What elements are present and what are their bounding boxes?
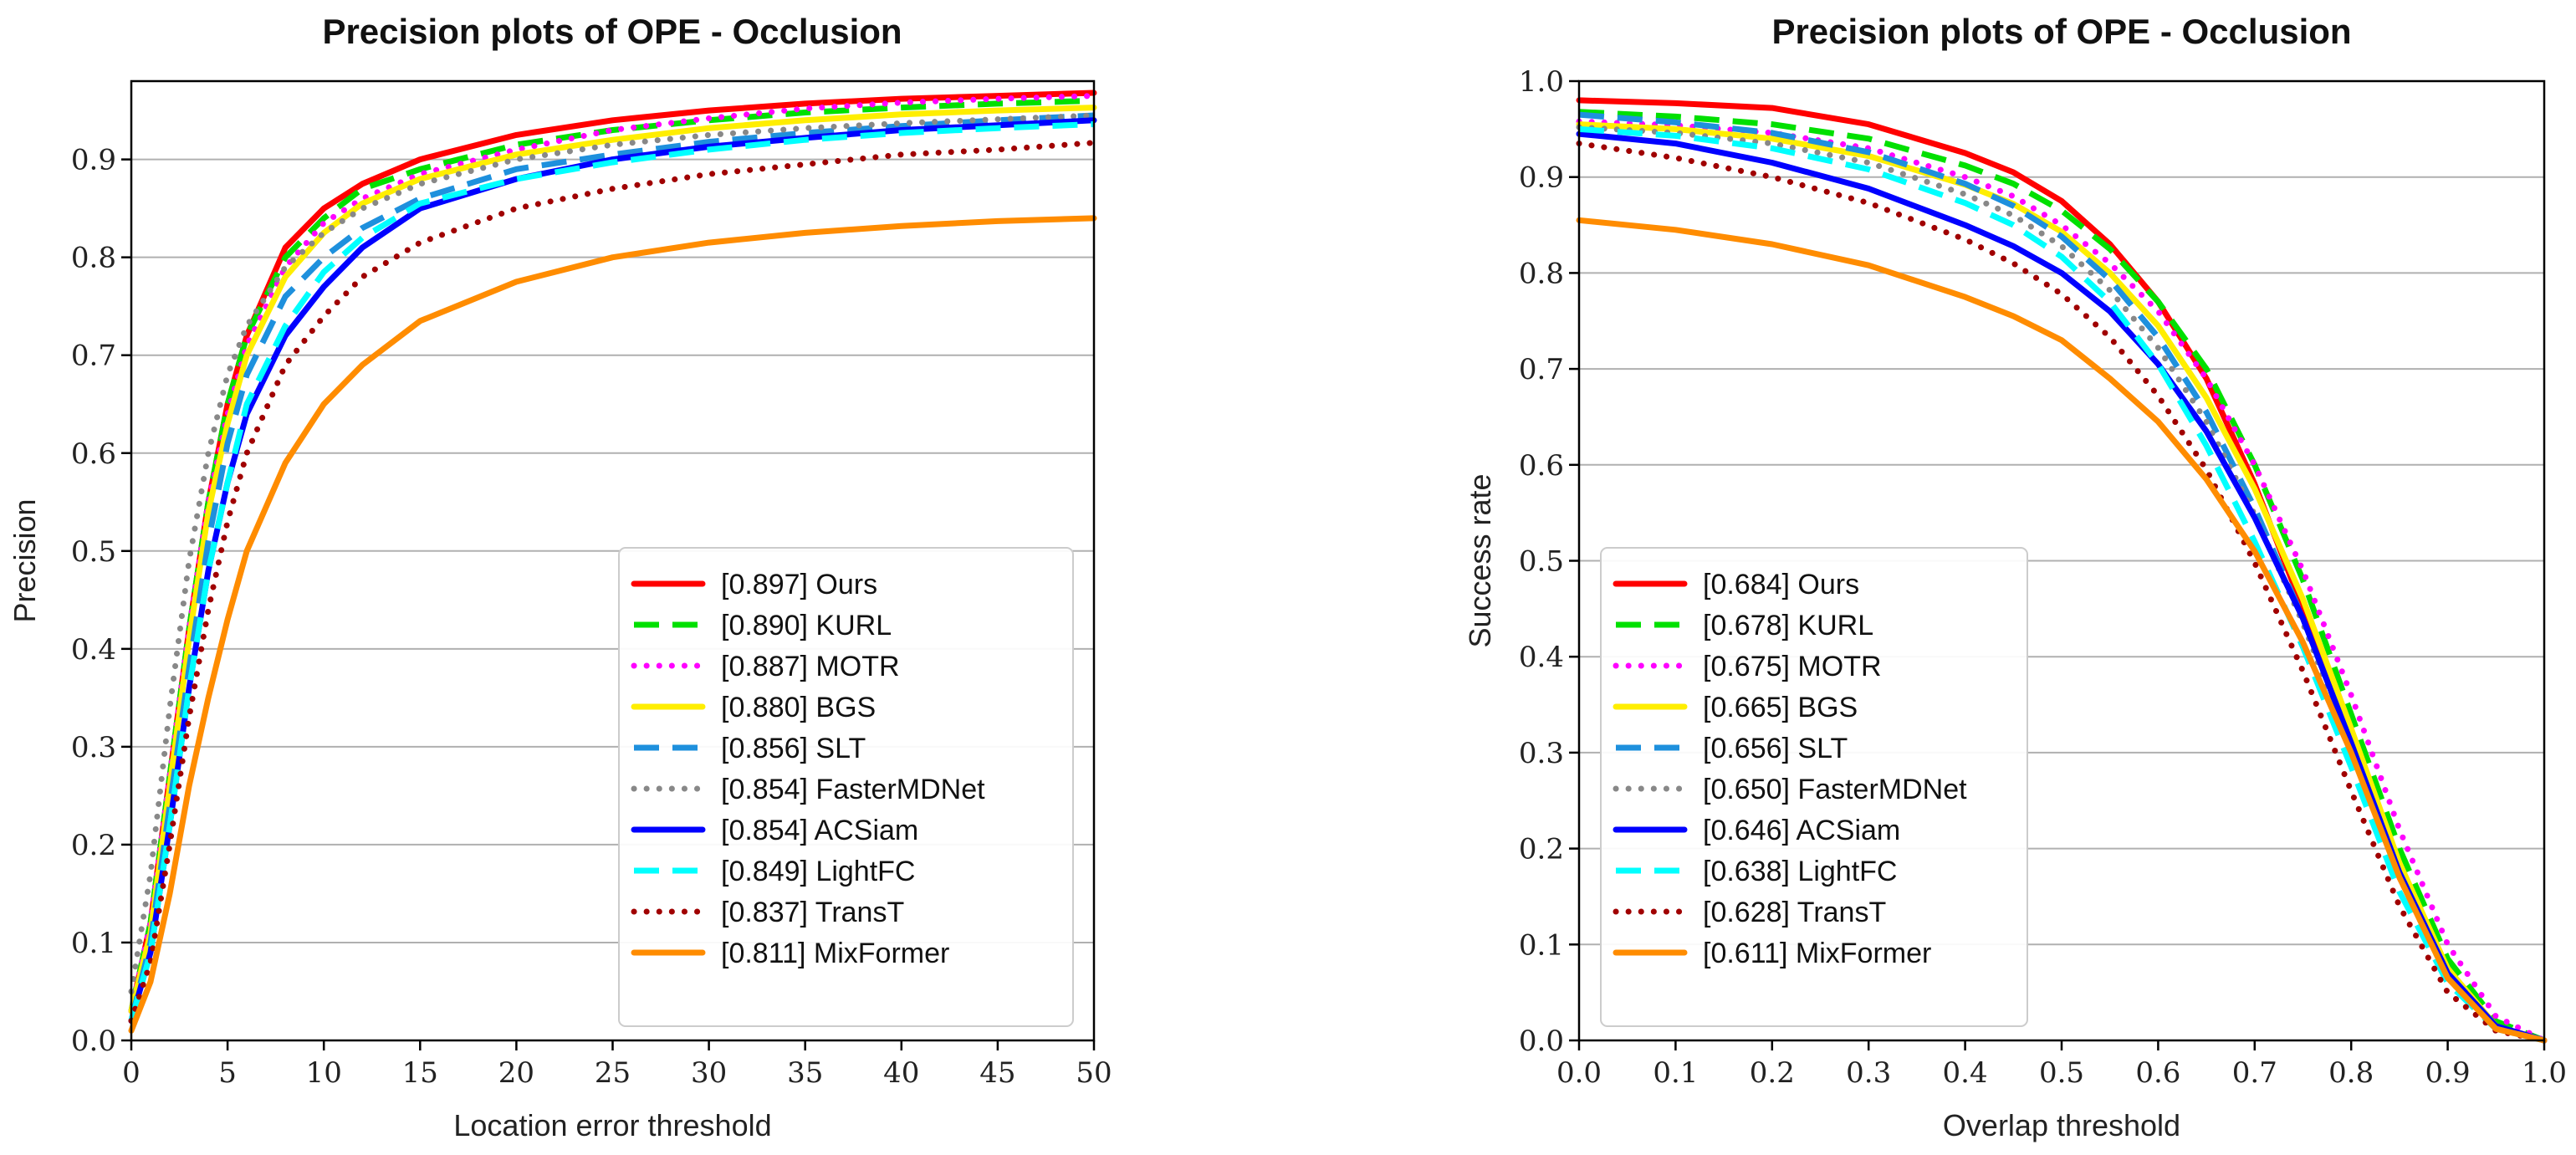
y-tick-label: 0.3: [71, 731, 116, 764]
legend-entry: [0.890] KURL: [721, 610, 892, 641]
legend-entry: [0.897] Ours: [721, 569, 877, 600]
x-tick-label: 0.3: [1846, 1056, 1891, 1090]
x-tick-label: 0.9: [2425, 1056, 2471, 1090]
y-tick-label: 0.9: [71, 144, 116, 177]
y-tick-label: 0.3: [1519, 737, 1564, 770]
series-line-2: [1576, 118, 2548, 1044]
y-axis-label: Precision: [8, 498, 42, 622]
x-tick-label: 0.7: [2232, 1056, 2277, 1090]
series-line-9: [128, 215, 1097, 1034]
x-tick-label: 0.8: [2328, 1056, 2374, 1090]
legend-entry: [0.856] SLT: [721, 733, 866, 764]
y-tick-label: 0.0: [1519, 1025, 1564, 1058]
x-tick-label: 25: [595, 1056, 631, 1090]
legend-entry: [0.675] MOTR: [1703, 651, 1882, 682]
series-line-3: [128, 105, 1097, 1014]
y-tick-label: 0.8: [1519, 257, 1564, 290]
x-tick-label: 40: [883, 1056, 919, 1090]
y-tick-label: 0.7: [1519, 353, 1564, 386]
x-axis-label: Location error threshold: [453, 1108, 771, 1142]
series-line-1: [1578, 109, 2546, 1044]
legend-entry: [0.837] TransT: [721, 897, 904, 928]
x-tick-label: 15: [402, 1056, 438, 1090]
x-tick-label: 45: [979, 1056, 1015, 1090]
y-tick-label: 0.6: [71, 437, 116, 471]
y-tick-label: 0.5: [1519, 545, 1564, 579]
y-tick-label: 0.1: [71, 927, 116, 960]
series-line-5: [128, 112, 1097, 994]
legend-entry: [0.628] TransT: [1703, 897, 1886, 928]
x-tick-label: 0.2: [1750, 1056, 1795, 1090]
x-tick-label: 0: [122, 1056, 141, 1090]
legend-entry: [0.854] ACSiam: [721, 815, 918, 846]
x-tick-label: 5: [218, 1056, 237, 1090]
legend-entry: [0.638] LightFC: [1703, 856, 1897, 887]
x-tick-label: 10: [306, 1056, 342, 1090]
legend-entry: [0.678] KURL: [1703, 610, 1873, 641]
success-chart: 0.0 0.1 0.2 0.3 0.4 0.5 0.6 0.7 0.8 0.9 1.0 0.0 0.1 0…: [1463, 12, 2567, 1142]
legend-entry: [0.665] BGS: [1703, 692, 1858, 723]
y-tick-label: 0.5: [71, 535, 116, 569]
x-tick-label: 20: [498, 1056, 534, 1090]
legend: [0.897] Ours [0.890] KURL [0.887] MOTR [0.8…: [618, 547, 1074, 1027]
series-line-7: [128, 121, 1095, 1022]
x-tick-label: 0.5: [2039, 1056, 2084, 1090]
legend-entry: [0.854] FasterMDNet: [721, 774, 985, 805]
x-tick-label: 35: [787, 1056, 823, 1090]
legend-entry: [0.684] Ours: [1703, 569, 1859, 600]
x-tick-label: 0.1: [1653, 1056, 1698, 1090]
series-line-3: [1576, 121, 2548, 1044]
series-line-2: [128, 93, 1097, 1014]
legend-box: [618, 547, 1074, 1027]
legend-entry: [0.849] LightFC: [721, 856, 915, 887]
y-axis-label: Success rate: [1463, 473, 1497, 647]
x-tick-label: 1.0: [2522, 1056, 2567, 1090]
legend: [0.684] Ours [0.678] KURL [0.675] MOTR [0.6…: [1600, 547, 2028, 1027]
series-line-8: [1576, 141, 2548, 1044]
x-tick-label: 30: [691, 1056, 727, 1090]
y-tick-label: 0.7: [71, 340, 116, 373]
precision-chart: 0.0 0.1 0.2 0.3 0.4 0.5 0.6 0.7 0.8 0.9 0 5 10 15 20 25…: [8, 12, 1112, 1142]
y-tick-label: 1.0: [1519, 65, 1564, 99]
x-tick-label: 0.4: [1943, 1056, 1988, 1090]
y-tick-label: 0.8: [71, 242, 116, 275]
series-line-8: [128, 140, 1097, 1025]
chart-title: Precision plots of OPE - Occlusion: [322, 12, 902, 51]
y-tick-label: 0.2: [71, 829, 116, 862]
legend-entry: [0.880] BGS: [721, 692, 876, 723]
y-tick-label: 0.1: [1519, 928, 1564, 962]
y-tick-label: 0.4: [71, 633, 116, 667]
y-tick-label: 0.2: [1519, 833, 1564, 866]
x-tick-label: 50: [1076, 1056, 1112, 1090]
y-tick-label: 0.4: [1519, 641, 1564, 674]
legend-entry: [0.811] MixFormer: [721, 938, 949, 969]
series-line-4: [128, 112, 1095, 1022]
x-axis-label: Overlap threshold: [1943, 1108, 2180, 1142]
chart-title: Precision plots of OPE - Occlusion: [1771, 12, 2351, 51]
x-tick-label: 0.0: [1556, 1056, 1602, 1090]
legend-entry: [0.656] SLT: [1703, 733, 1848, 764]
y-tick-label: 0.6: [1519, 449, 1564, 483]
y-tick-label: 0.0: [71, 1025, 116, 1058]
y-tick-label: 0.9: [1519, 161, 1564, 195]
x-tick-label: 0.6: [2135, 1056, 2180, 1090]
series-line-9: [1576, 217, 2548, 1044]
legend-entry: [0.650] FasterMDNet: [1703, 774, 1967, 805]
legend-entry: [0.646] ACSiam: [1703, 815, 1900, 846]
legend-entry: [0.611] MixFormer: [1703, 938, 1931, 969]
legend-entry: [0.887] MOTR: [721, 651, 900, 682]
legend-box: [1600, 547, 2028, 1027]
